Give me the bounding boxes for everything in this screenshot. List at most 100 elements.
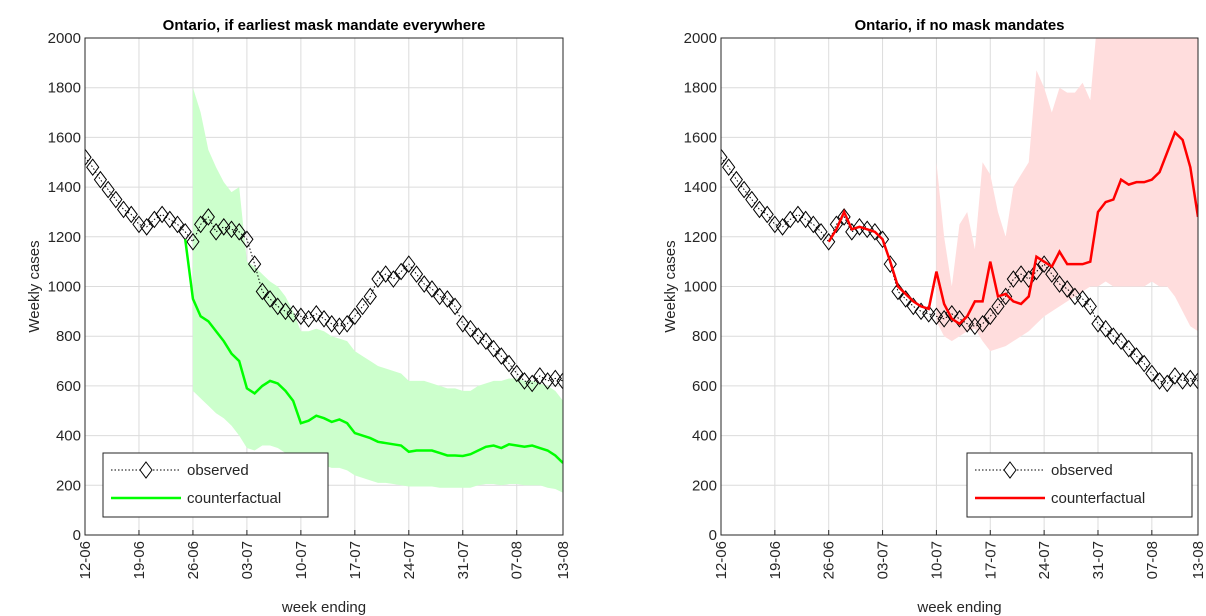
data-point [775, 218, 790, 236]
data-point [201, 208, 215, 226]
data-point [721, 148, 728, 167]
x-tick-label: 31-07 [1090, 541, 1107, 579]
data-point [975, 314, 990, 333]
data-point [540, 372, 555, 390]
data-point [868, 222, 882, 241]
data-point [486, 339, 501, 358]
x-tick-label: 26-06 [821, 541, 838, 579]
data-point [124, 205, 138, 224]
x-tick-label: 12-06 [77, 541, 94, 579]
y-tick-label: 600 [56, 378, 81, 395]
legend: observed counterfactual [102, 452, 329, 518]
y-tick-label: 200 [56, 477, 81, 494]
data-point [791, 205, 805, 224]
y-tick-label: 800 [56, 328, 81, 345]
data-point [494, 347, 508, 365]
x-tick-label: 31-07 [455, 541, 472, 579]
data-point [456, 314, 470, 333]
x-tick-label: 13-08 [1190, 541, 1206, 579]
data-point [837, 208, 851, 226]
data-point [348, 307, 362, 326]
plot-content [721, 38, 1198, 393]
series-line [721, 156, 1198, 384]
data-point [1014, 265, 1028, 283]
confidence-band [936, 38, 1198, 352]
x-tick-label: 07-08 [509, 541, 526, 579]
data-point [1106, 327, 1120, 346]
data-point [852, 218, 867, 236]
data-point [1191, 372, 1198, 390]
axes: 0 200 400 600 800 1000 1200 1400 1600 1800 2000 12-… [26, 17, 572, 616]
x-tick-label: 17-07 [347, 541, 364, 579]
data-point [440, 290, 454, 308]
data-point [132, 215, 146, 234]
data-point [991, 297, 1005, 316]
axes-border [720, 37, 1199, 536]
y-tick-label: 2000 [48, 30, 81, 47]
data-point [745, 190, 759, 209]
data-point [1168, 367, 1182, 385]
data-point [332, 317, 347, 336]
y-tick-label: 400 [692, 428, 717, 445]
data-point [883, 255, 897, 273]
data-point [814, 222, 828, 241]
data-point [533, 367, 547, 385]
x-axis-label: week ending [916, 599, 1001, 616]
y-tick-label: 200 [692, 477, 717, 494]
data-point [968, 317, 982, 336]
data-point [1091, 314, 1105, 333]
data-point [116, 200, 131, 219]
y-tick-label: 1600 [684, 129, 717, 146]
data-point [1052, 275, 1067, 293]
data-point [186, 232, 200, 251]
chart-title: Ontario, if earliest mask mandate everyw… [163, 17, 486, 34]
data-point [194, 215, 208, 234]
data-point [1145, 364, 1159, 383]
data-point [448, 297, 462, 316]
data-point [224, 220, 239, 239]
y-tick-label: 1000 [48, 279, 81, 296]
data-point [433, 287, 447, 306]
data-point [417, 275, 431, 293]
data-point [1152, 372, 1167, 390]
data-point [952, 309, 967, 328]
data-point [109, 190, 123, 209]
y-tick-label: 1400 [684, 179, 717, 196]
data-point [170, 215, 185, 234]
x-tick-label: 03-07 [875, 541, 892, 579]
data-point [510, 364, 524, 383]
y-tick-label: 800 [692, 328, 717, 345]
legend-marker [139, 461, 153, 479]
data-point [255, 282, 269, 301]
data-point [1129, 347, 1144, 365]
legend-marker [1003, 461, 1017, 479]
y-axis-label: Weekly cases [26, 240, 43, 332]
data-point [240, 230, 254, 249]
data-point [85, 148, 92, 167]
legend-box [102, 452, 329, 518]
data-point [737, 180, 751, 199]
data-point [722, 158, 736, 177]
data-point [922, 305, 936, 323]
y-tick-label: 600 [692, 378, 717, 395]
data-point [1114, 332, 1128, 351]
x-tick-label: 26-06 [185, 541, 202, 579]
y-axis-label: Weekly cases [662, 240, 679, 332]
data-point [768, 215, 782, 234]
data-point [806, 215, 820, 234]
series-line [827, 130, 1198, 326]
plot-content [85, 87, 563, 493]
data-point [340, 314, 354, 333]
legend-label: observed [187, 462, 249, 479]
x-tick-label: 10-07 [293, 541, 310, 579]
y-tick-label: 1800 [684, 80, 717, 97]
y-tick-label: 1400 [48, 179, 81, 196]
data-point [502, 354, 516, 373]
data-point [729, 170, 744, 189]
data-point [929, 307, 944, 326]
data-point [394, 262, 408, 281]
x-tick-label: 19-06 [131, 541, 148, 579]
data-point [799, 210, 813, 229]
